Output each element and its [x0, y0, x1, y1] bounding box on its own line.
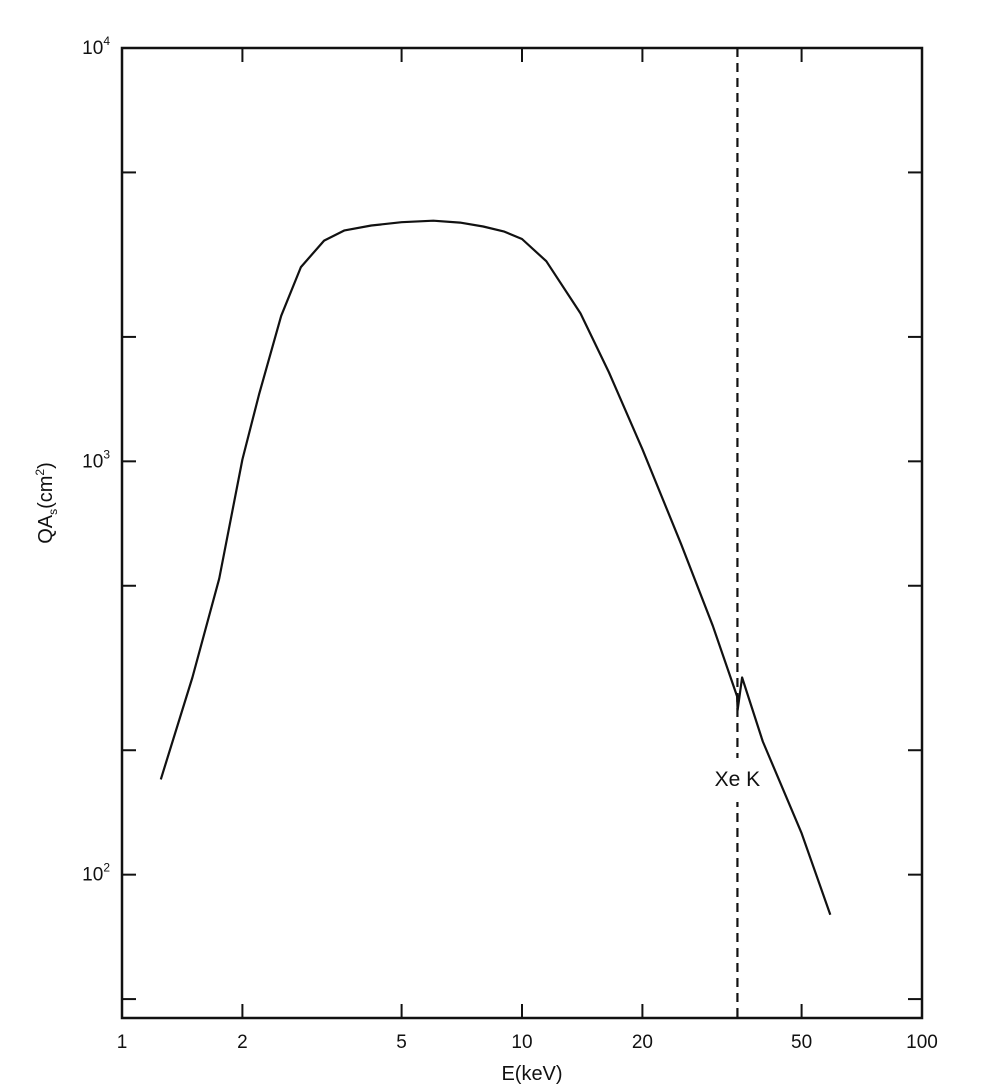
x-tick-label: 2 — [237, 1032, 248, 1053]
x-tick-label: 1 — [117, 1032, 128, 1053]
y-axis-title-sub: s — [46, 509, 60, 515]
y-tick-label-exp: 2 — [103, 861, 110, 875]
xe-k-label-gap — [732, 758, 743, 802]
y-tick-label: 104 — [82, 34, 110, 59]
y-axis-title-base: QA — [35, 514, 57, 544]
y-axis-title: QAs(cm2) — [33, 462, 60, 544]
y-axis-title-unit-post: ) — [35, 462, 57, 469]
y-axis-title-unit-pre: (cm — [35, 476, 57, 509]
x-tick-labels: 1 2 5 10 20 50 100 — [117, 1032, 938, 1053]
plot-frame — [120, 46, 924, 1020]
x-tick-label: 100 — [906, 1032, 938, 1053]
xe-k-label: Xe K — [715, 768, 761, 791]
x-tick-label: 5 — [396, 1032, 407, 1053]
x-axis-title: E(keV) — [501, 1063, 562, 1085]
y-tick-label-exp: 3 — [103, 447, 110, 461]
x-tick-label: 50 — [791, 1032, 812, 1053]
ticks — [121, 47, 923, 1018]
x-tick-label: 10 — [511, 1032, 532, 1053]
y-tick-label-base: 10 — [82, 865, 103, 886]
y-tick-label: 103 — [82, 447, 110, 472]
x-tick-label: 20 — [632, 1032, 653, 1053]
y-tick-label-exp: 4 — [103, 34, 110, 48]
y-tick-label: 102 — [82, 861, 110, 886]
y-tick-label-base: 10 — [82, 38, 103, 59]
series-line — [159, 219, 832, 916]
y-axis-title-unit-sup: 2 — [33, 469, 47, 476]
y-tick-label-base: 10 — [82, 451, 103, 472]
